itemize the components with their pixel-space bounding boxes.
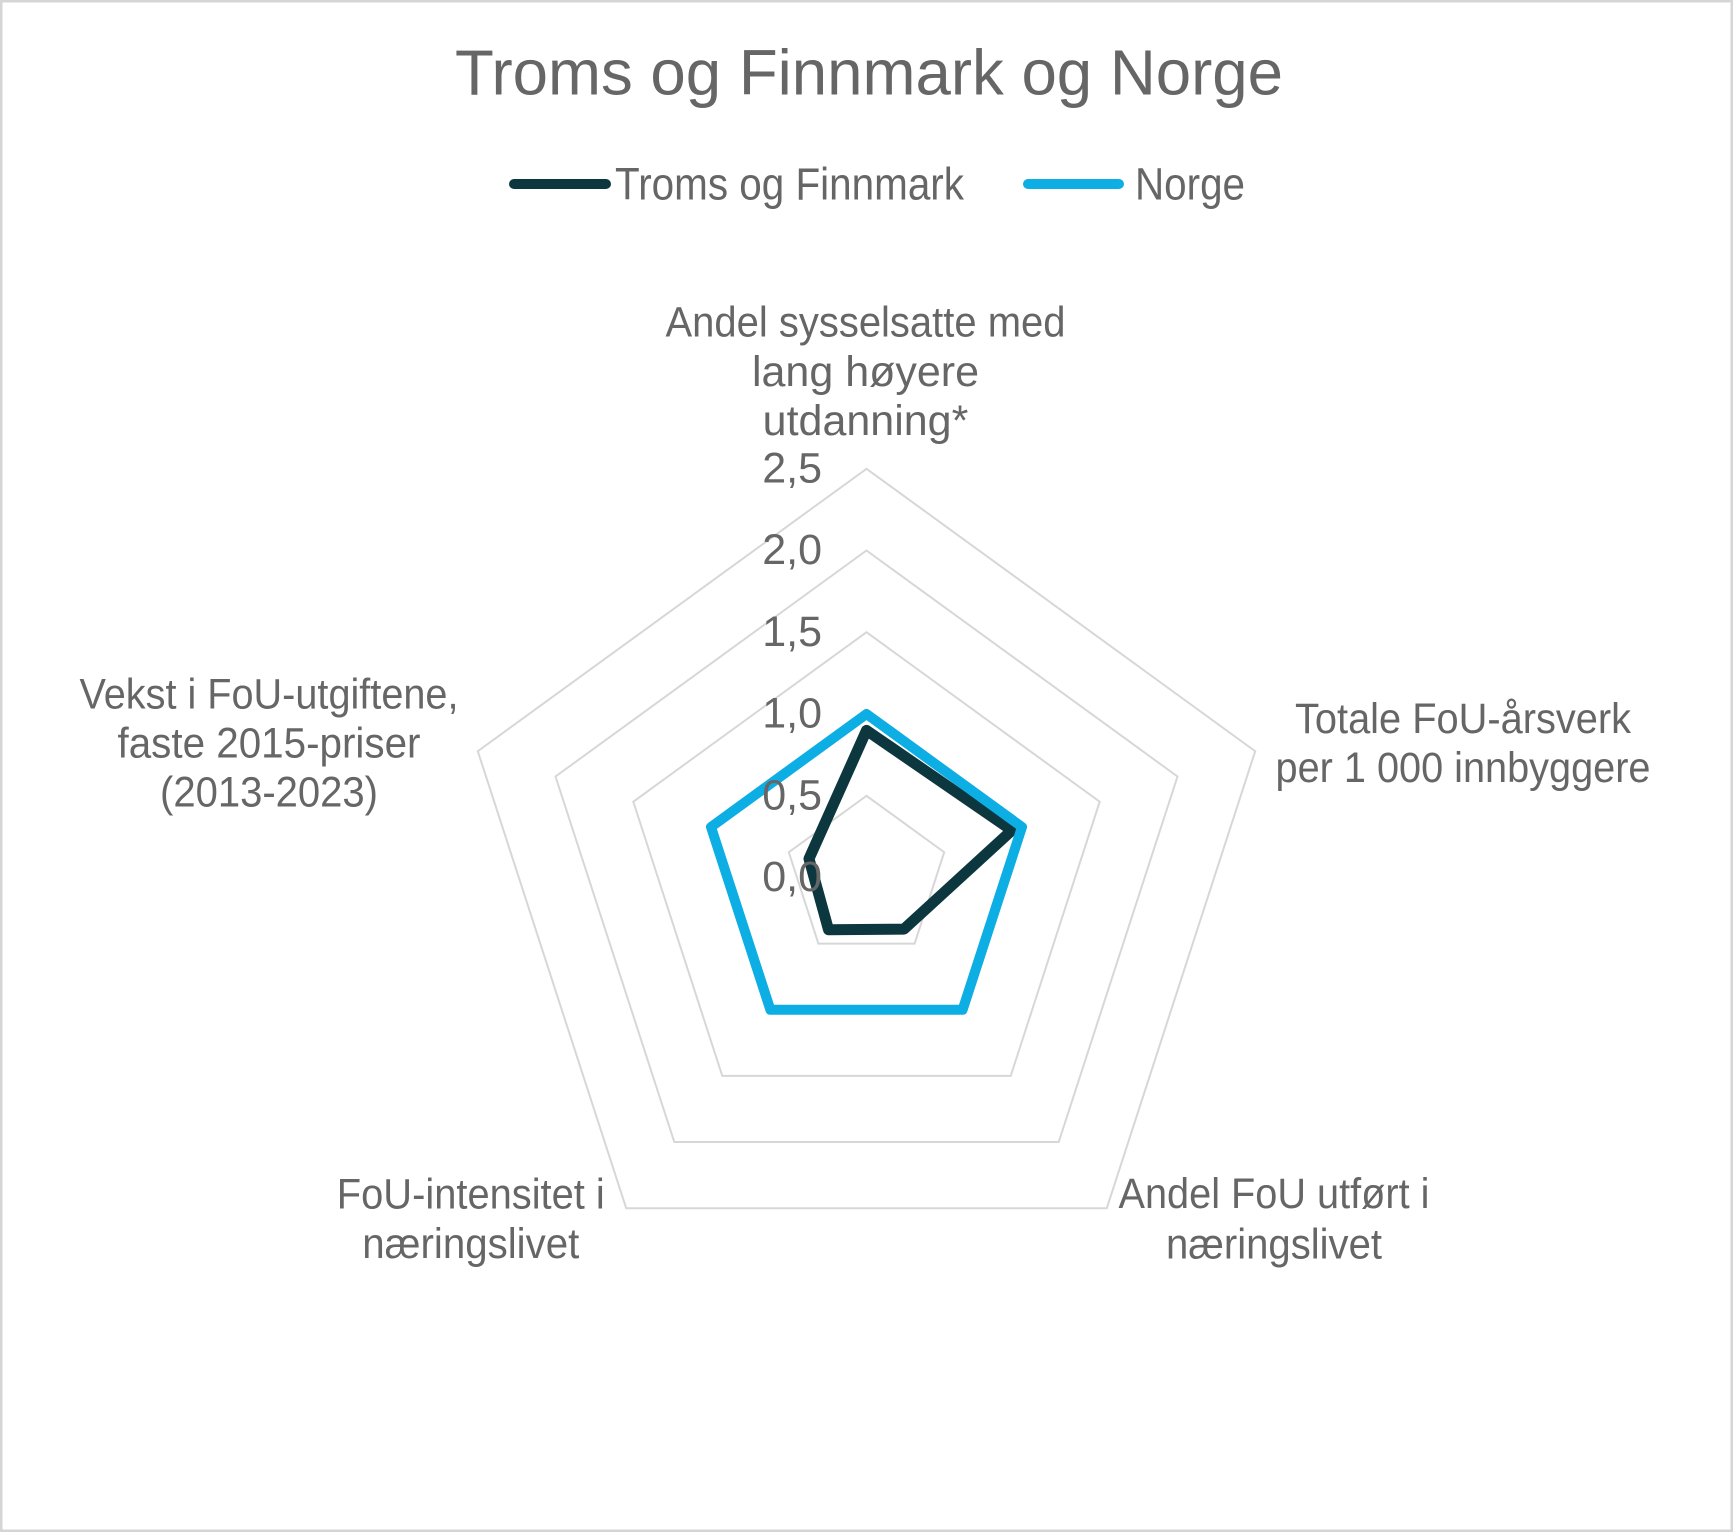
svg-text:1,5: 1,5 [762, 608, 822, 656]
svg-text:lang høyere: lang høyere [752, 348, 979, 396]
svg-text:utdanning*: utdanning* [763, 397, 969, 445]
svg-text:Totale FoU-årsverk: Totale FoU-årsverk [1295, 695, 1631, 743]
svg-text:faste 2015-priser: faste 2015-priser [118, 719, 421, 767]
svg-text:2,5: 2,5 [762, 444, 822, 492]
svg-text:næringslivet: næringslivet [362, 1220, 579, 1268]
svg-text:1,0: 1,0 [762, 690, 822, 738]
svg-text:(2013-2023): (2013-2023) [160, 768, 378, 816]
svg-text:næringslivet: næringslivet [1166, 1221, 1382, 1269]
svg-text:Troms og Finnmark og Norge: Troms og Finnmark og Norge [455, 37, 1283, 109]
svg-text:Andel sysselsatte med: Andel sysselsatte med [666, 299, 1066, 347]
svg-text:FoU-intensitet i: FoU-intensitet i [337, 1171, 605, 1219]
svg-text:0,0: 0,0 [762, 853, 822, 901]
svg-text:Vekst i FoU-utgiftene,: Vekst i FoU-utgiftene, [80, 670, 459, 718]
svg-text:2,0: 2,0 [762, 526, 822, 574]
svg-text:Norge: Norge [1135, 159, 1245, 210]
svg-text:Andel FoU utført i: Andel FoU utført i [1119, 1170, 1430, 1218]
svg-text:Troms og Finnmark: Troms og Finnmark [615, 159, 964, 210]
svg-text:0,5: 0,5 [762, 771, 822, 819]
svg-text:per 1 000 innbyggere: per 1 000 innbyggere [1276, 744, 1651, 792]
